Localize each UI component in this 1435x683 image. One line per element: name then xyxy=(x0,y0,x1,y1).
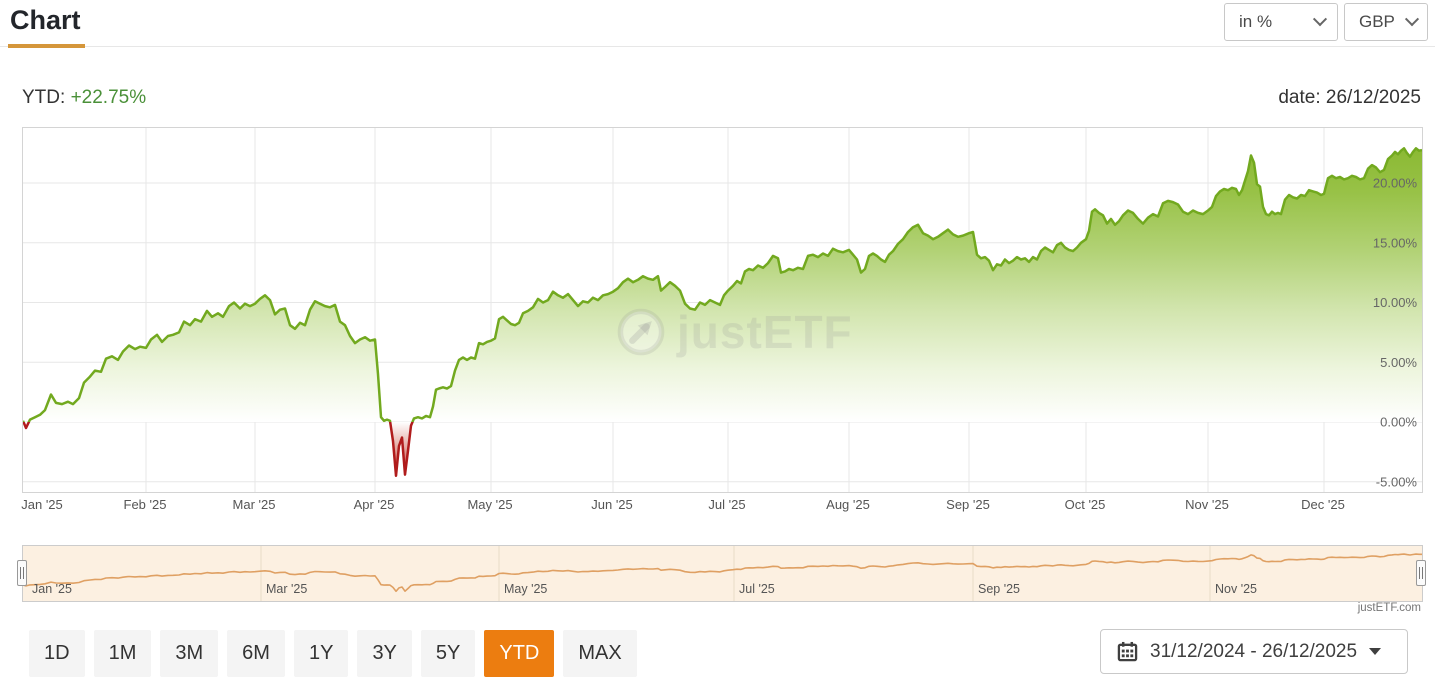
chevron-down-icon xyxy=(1312,12,1328,27)
x-axis-label: Feb '25 xyxy=(123,497,167,512)
performance-area-chart[interactable]: 20.00% 15.00% 10.00% 5.00% 0.00% -5.00% xyxy=(23,128,1422,492)
range-button-group: 1D 1M 3M 6M 1Y 3Y 5Y YTD MAX xyxy=(29,630,637,677)
navigator-axis-label: May '25 xyxy=(504,582,548,596)
y-axis-label: 0.00% xyxy=(1380,415,1417,430)
unit-select[interactable]: in % xyxy=(1224,3,1338,41)
page-title: Chart xyxy=(10,5,81,35)
main-chart[interactable]: 20.00% 15.00% 10.00% 5.00% 0.00% -5.00% xyxy=(22,127,1423,493)
range-button-3m[interactable]: 3M xyxy=(160,630,219,677)
range-button-1y[interactable]: 1Y xyxy=(293,630,349,677)
y-axis-label: -5.00% xyxy=(1376,474,1418,489)
navigator-axis-label: Mar '25 xyxy=(266,582,308,596)
site-credit: justETF.com xyxy=(1357,602,1421,614)
navigator-left-handle[interactable] xyxy=(17,560,27,586)
range-navigator[interactable]: Jan '25 Mar '25 May '25 Jul '25 Sep '25 Nov '… xyxy=(22,545,1423,602)
currency-select-value: GBP xyxy=(1359,12,1395,31)
navigator-axis-label: Sep '25 xyxy=(978,582,1021,596)
range-button-ytd[interactable]: YTD xyxy=(484,630,555,677)
currency-select[interactable]: GBP xyxy=(1344,3,1428,41)
range-button-3y[interactable]: 3Y xyxy=(357,630,412,677)
x-axis-label: Dec '25 xyxy=(1301,497,1345,512)
unit-select-value: in % xyxy=(1239,12,1273,31)
navigator-axis-label: Nov '25 xyxy=(1215,582,1257,596)
x-axis-label: Jul '25 xyxy=(708,497,746,512)
as-of-date: date: 26/12/2025 xyxy=(1278,87,1421,108)
x-axis-label: Jan '25 xyxy=(21,497,63,512)
x-axis-label: Sep '25 xyxy=(946,497,990,512)
calendar-icon xyxy=(1117,641,1138,662)
x-axis-label: Nov '25 xyxy=(1185,497,1229,512)
period-value: +22.75% xyxy=(70,87,147,108)
caret-down-icon xyxy=(1369,648,1382,655)
x-axis-label: Aug '25 xyxy=(826,497,870,512)
range-button-1m[interactable]: 1M xyxy=(93,630,152,677)
chevron-down-icon xyxy=(1404,12,1419,27)
period-label: YTD: xyxy=(22,87,66,108)
x-axis-label: May '25 xyxy=(467,497,513,512)
date-range-value: 31/12/2024 - 26/12/2025 xyxy=(1150,640,1358,662)
range-button-5y[interactable]: 5Y xyxy=(420,630,476,677)
title-underline-accent xyxy=(8,44,85,48)
y-axis-label: 20.00% xyxy=(1373,176,1418,191)
y-axis-label: 10.00% xyxy=(1373,295,1418,310)
x-axis-label: Oct '25 xyxy=(1064,497,1106,512)
navigator-axis-label: Jul '25 xyxy=(739,582,775,596)
navigator-series xyxy=(22,546,1422,601)
range-button-6m[interactable]: 6M xyxy=(227,630,285,677)
range-button-1d[interactable]: 1D xyxy=(29,630,85,677)
x-axis-label: Mar '25 xyxy=(232,497,276,512)
period-performance: YTD: +22.75% xyxy=(22,87,146,109)
y-axis-label: 5.00% xyxy=(1380,355,1417,370)
header-divider xyxy=(0,46,1435,47)
date-range-picker[interactable]: 31/12/2024 - 26/12/2025 xyxy=(1100,629,1408,674)
navigator-right-handle[interactable] xyxy=(1416,560,1426,586)
x-axis-label: Jun '25 xyxy=(591,497,633,512)
x-axis-label: Apr '25 xyxy=(353,497,395,512)
range-button-max[interactable]: MAX xyxy=(563,630,637,677)
navigator-axis-label: Jan '25 xyxy=(32,582,72,596)
y-axis-label: 15.00% xyxy=(1373,235,1418,250)
